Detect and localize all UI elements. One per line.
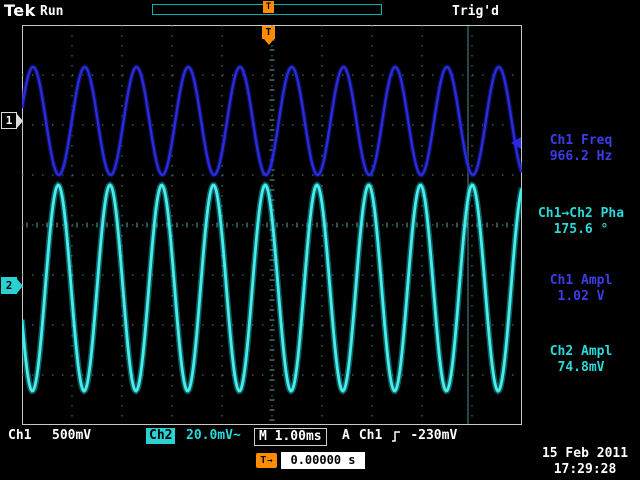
datetime: 15 Feb 2011 17:29:28 [534, 446, 636, 478]
ch2-status-label: Ch2 [146, 428, 176, 444]
ch1-ground-marker: 1 [1, 112, 23, 129]
ch1-marker-label: 1 [1, 112, 17, 129]
trigger-source: Ch1 [358, 428, 383, 443]
measurement-value: 175.6 ° [553, 222, 609, 237]
horizontal-trigger-marker: T → [256, 453, 277, 468]
ch2-trace [22, 181, 522, 395]
ch1-scale: 500mV [52, 428, 92, 443]
horizontal-position-readout: 0.00000 s [281, 452, 365, 469]
tek-logo: Tek [4, 1, 36, 20]
trigger-t-arrow-icon [263, 39, 274, 45]
trigger-t-badge: T [262, 26, 275, 39]
acquisition-state: Run [40, 4, 64, 19]
ch2-ground-marker: 2 [1, 277, 23, 294]
measurement-label: Ch1→Ch2 Pha [537, 206, 625, 221]
measurement-value: 966.2 Hz [549, 149, 613, 164]
measurement-value: 1.02 V [557, 289, 605, 304]
graticule [22, 25, 522, 425]
trigger-position-marker: T [263, 1, 274, 13]
measurement-label: Ch1 Ampl [549, 273, 613, 288]
trigger-level-value: -230mV [410, 428, 458, 443]
ch2-marker-label: 2 [1, 277, 17, 294]
ch2-scale-value: 20.0mV [186, 428, 233, 443]
ch1-status-label: Ch1 [8, 428, 32, 443]
trigger-status: Trig'd [452, 4, 499, 19]
date-value: 15 Feb 2011 [541, 446, 629, 461]
measurement-ch1-ampl: Ch1 Ampl 1.02 V [524, 273, 638, 305]
t-label: T [260, 455, 267, 466]
status-bar: Ch1 500mV Ch2 20.0mV~ M 1.00ms A Ch1 -23… [0, 427, 640, 447]
timebase-label: M [259, 429, 267, 444]
measurement-ch1-freq: Ch1 Freq 966.2 Hz [524, 133, 638, 165]
timebase-readout: M 1.00ms [254, 428, 327, 446]
timebase-value: 1.00ms [274, 429, 322, 444]
trigger-prefix: A [342, 428, 350, 443]
right-arrow-icon: → [267, 455, 273, 466]
ch2-marker-arrow-icon [17, 278, 23, 293]
rising-edge-icon [392, 430, 401, 442]
trigger-readout: A Ch1 -230mV [342, 428, 457, 444]
measurement-label: Ch2 Ampl [549, 344, 613, 359]
ch1-trace [22, 64, 522, 178]
measurement-label: Ch1 Freq [549, 133, 613, 148]
time-value: 17:29:28 [553, 462, 617, 477]
measurement-ch1-ch2-phase: Ch1→Ch2 Pha 175.6 ° [524, 206, 638, 238]
trigger-level-marker [511, 137, 521, 149]
ac-coupling-icon: ~ [232, 428, 241, 443]
ch2-scale: 20.0mV~ [186, 428, 241, 444]
measurement-value: 74.8mV [557, 360, 605, 375]
ch1-marker-arrow-icon [17, 113, 23, 128]
measurement-ch2-ampl: Ch2 Ampl 74.8mV [524, 344, 638, 376]
trigger-t-marker: T [262, 26, 275, 45]
